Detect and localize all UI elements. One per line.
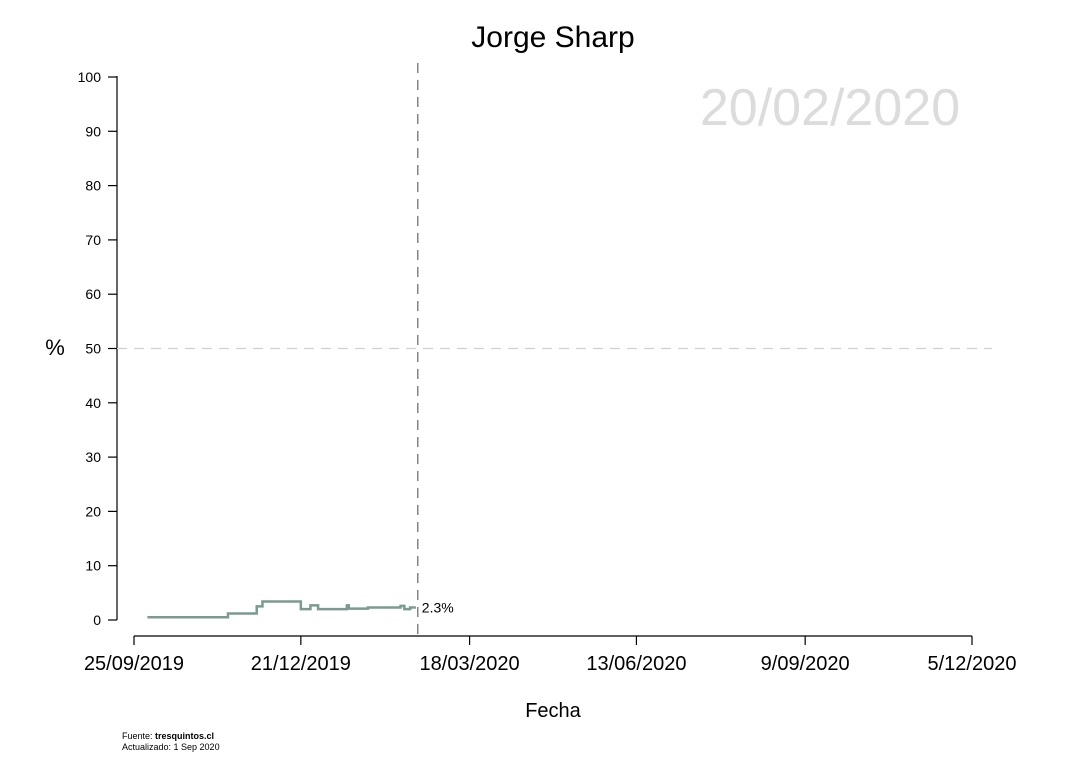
y-tick-label: 100 [78,69,102,85]
x-tick-label: 13/06/2020 [586,653,686,675]
source-prefix: Fuente: [122,731,156,741]
updated-note: Actualizado: 1 Sep 2020 [122,742,220,752]
y-tick-label: 20 [85,503,101,519]
y-tick-label: 70 [85,232,101,248]
x-tick-label: 21/12/2019 [251,653,351,675]
source-note: Fuente: tresquintos.cl Actualizado: 1 Se… [122,731,220,753]
y-tick-label: 50 [85,341,101,357]
y-tick-label: 90 [85,123,101,139]
source-link[interactable]: tresquintos.cl [155,731,215,741]
chart-title: Jorge Sharp [471,21,634,54]
y-tick-label: 60 [85,286,101,302]
series-line [147,600,416,619]
x-ticks: 25/09/2019 21/12/2019 18/03/2020 13/06/2020… [84,636,1017,675]
y-ticks: 0 10 20 30 40 50 60 70 80 90 100 [78,69,117,628]
x-tick-label: 18/03/2020 [420,653,520,675]
current-date-watermark: 20/02/2020 [700,79,960,137]
y-tick-label: 80 [85,178,101,194]
x-tick-label: 25/09/2019 [84,653,184,675]
y-axis-label: % [45,335,65,360]
y-tick-label: 30 [85,449,101,465]
y-tick-label: 10 [85,558,101,574]
y-tick-label: 40 [85,395,101,411]
y-tick-label: 0 [93,612,101,628]
end-value-label: 2.3% [422,600,454,616]
x-axis-label: Fecha [525,700,581,722]
x-tick-label: 9/09/2020 [761,653,850,675]
x-tick-label: 5/12/2020 [928,653,1017,675]
